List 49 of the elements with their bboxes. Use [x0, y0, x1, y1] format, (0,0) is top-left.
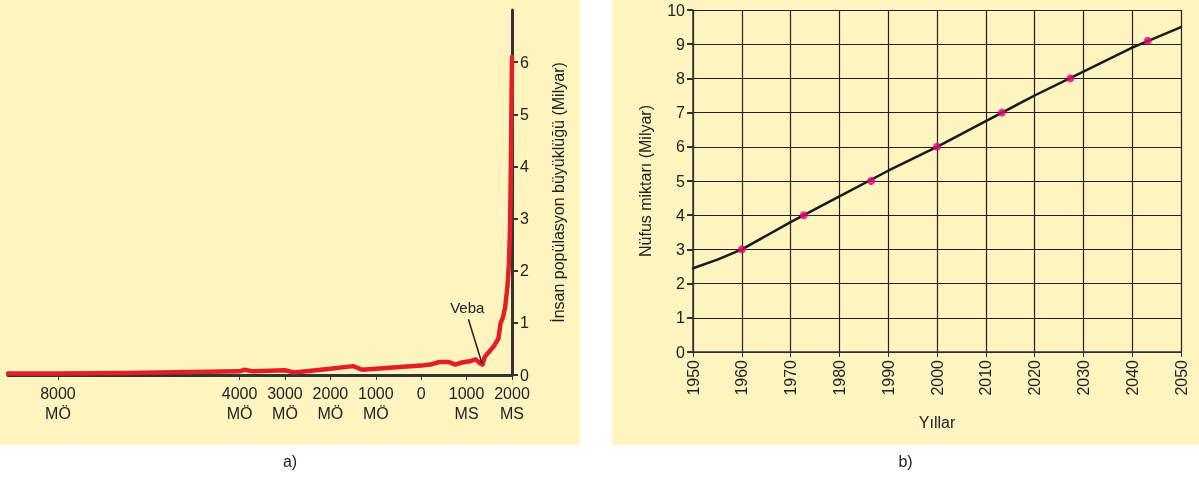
y-tick-label: 0: [676, 343, 686, 361]
x-tick-label: 1980: [830, 359, 848, 396]
y-tick-label: 2: [520, 262, 529, 280]
x-tick-label: 1990: [879, 359, 897, 396]
y-tick-label: 3: [676, 240, 686, 258]
y-tick-label: 2: [676, 275, 686, 293]
x-tick-label: 1000 MÖ: [357, 384, 394, 422]
x-tick-label: 1960: [733, 359, 751, 396]
y-axis-title: Nüfus miktarı (Milyar): [636, 104, 654, 258]
point: [997, 108, 1006, 117]
y-tick-label: 4: [676, 206, 686, 224]
y-tick-label: 5: [676, 172, 686, 190]
x-tick-label: 2000 MÖ: [312, 384, 349, 422]
y-tick-label: 7: [676, 104, 686, 122]
annotation: Veba: [450, 299, 485, 317]
point: [737, 245, 746, 254]
y-tick-label: 10: [667, 1, 686, 19]
point: [1143, 36, 1152, 45]
point: [867, 177, 876, 185]
x-tick-label: 1950: [684, 359, 702, 396]
text: b): [898, 452, 913, 470]
x-tick-label: 4000 MÖ: [221, 384, 258, 422]
y-axis-title: İnsan popülasyon büyüklüğü (Milyar): [548, 62, 567, 323]
y-tick-label: 5: [520, 105, 529, 123]
point: [933, 142, 941, 151]
x-tick-label: 2000: [928, 359, 946, 396]
x-tick-label: 2020: [1026, 359, 1044, 396]
point: [799, 211, 808, 220]
y-tick-label: 9: [676, 35, 686, 53]
point: [1066, 74, 1075, 83]
y-tick-label: 6: [676, 138, 686, 156]
x-tick-label: 1970: [782, 359, 800, 396]
x-tick-label: 2010: [977, 359, 995, 396]
y-tick-label: 1: [676, 309, 686, 327]
x-tick-label: 2030: [1074, 359, 1092, 396]
y-tick-label: 8: [676, 69, 686, 87]
x-tick-label: 0: [416, 384, 426, 402]
y-tick-label: 3: [520, 210, 529, 228]
x-tick-label: 2000 MS: [494, 384, 530, 422]
y-tick-label: 1: [520, 314, 529, 332]
x-tick-label: 8000 MÖ: [40, 384, 76, 422]
y-tick-label: 4: [520, 157, 529, 175]
y-tick-label: 6: [520, 53, 529, 71]
text: a): [282, 452, 298, 470]
x-tick-label: 1000 MS: [448, 384, 485, 422]
x-axis-title: Yıllar: [918, 413, 956, 431]
x-tick-label: 2050: [1172, 359, 1190, 396]
x-tick-label: 2040: [1123, 359, 1141, 396]
x-tick-label: 3000 MÖ: [267, 384, 303, 422]
